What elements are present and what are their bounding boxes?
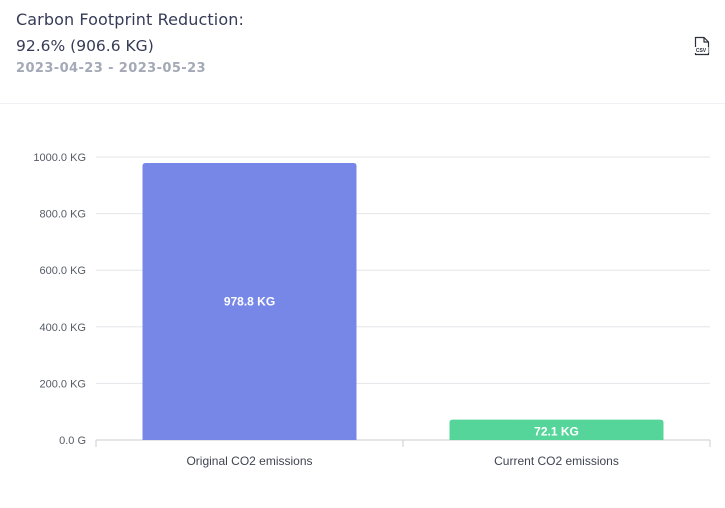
csv-icon-label: CSV — [696, 48, 707, 54]
y-tick-label: 800.0 KG — [40, 209, 86, 221]
emissions-chart: 0.0 G 200.0 KG 400.0 KG 600.0 KG 800.0 KG 100… — [0, 120, 725, 508]
x-category-label: Original CO2 emissions — [186, 454, 312, 468]
y-tick-label: 600.0 KG — [40, 265, 86, 277]
y-tick-label: 0.0 G — [59, 435, 86, 447]
y-tick-label: 1000.0 KG — [33, 152, 86, 164]
y-tick-label: 400.0 KG — [40, 322, 86, 334]
bar-chart-svg: 0.0 G 200.0 KG 400.0 KG 600.0 KG 800.0 KG 100… — [33, 152, 711, 468]
bar-1 — [142, 162, 357, 440]
report-title: Carbon Footprint Reduction: — [16, 10, 244, 29]
x-category-label: Current CO2 emissions — [494, 454, 619, 468]
bar-data-label: 72.1 KG — [534, 425, 579, 439]
report-header: Carbon Footprint Reduction: 92.6% (906.6… — [0, 0, 725, 104]
csv-download-button[interactable]: CSV — [693, 36, 711, 56]
bar-2 — [449, 419, 664, 440]
csv-file-icon: CSV — [693, 36, 710, 56]
bar-data-label: 978.8 KG — [224, 294, 275, 308]
date-range: 2023-04-23 - 2023-05-23 — [16, 61, 206, 76]
y-tick-label: 200.0 KG — [40, 378, 86, 390]
reduction-value: 92.6% (906.6 KG) — [16, 37, 154, 55]
